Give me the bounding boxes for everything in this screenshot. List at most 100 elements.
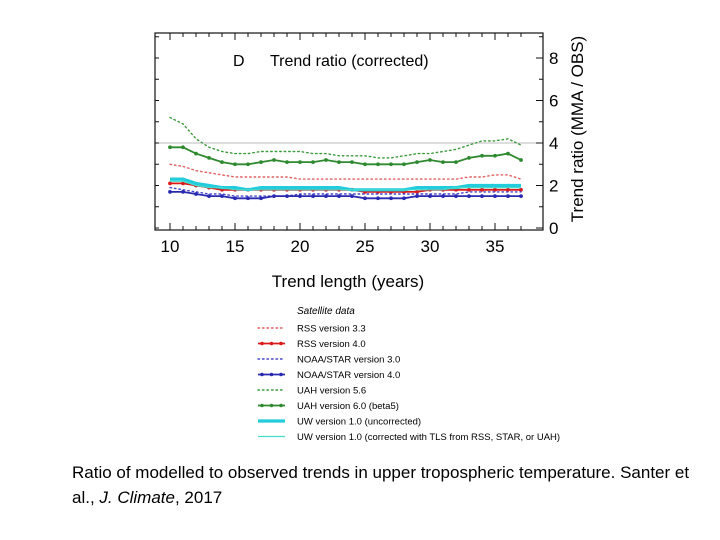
y-tick-label: 2 — [549, 177, 558, 196]
legend-entry-label: RSS version 4.0 — [297, 339, 366, 350]
series-marker — [519, 158, 523, 162]
series-marker — [467, 187, 471, 192]
legend-marker — [260, 341, 264, 346]
series-marker — [207, 194, 211, 199]
x-tick-label: 20 — [291, 237, 310, 256]
series-marker — [493, 153, 497, 158]
series-marker — [285, 194, 289, 199]
y-tick-label: 0 — [549, 219, 558, 238]
legend-marker — [279, 341, 283, 346]
series-marker — [181, 181, 185, 186]
series-marker — [272, 158, 276, 162]
series-marker — [246, 196, 250, 201]
series-marker — [272, 194, 276, 199]
series-marker — [220, 160, 224, 165]
series-marker — [298, 160, 302, 165]
series-marker — [519, 187, 523, 192]
legend-marker — [260, 372, 264, 377]
legend-entry-label: UAH version 6.0 (beta5) — [297, 401, 399, 412]
series-marker — [298, 194, 302, 199]
legend-marker — [260, 403, 264, 408]
series-marker — [324, 194, 328, 199]
series-line — [170, 146, 522, 166]
series-marker — [233, 196, 237, 201]
series-marker — [389, 162, 393, 167]
y-tick-label: 4 — [549, 134, 558, 153]
y-axis-label: Trend ratio (MMA / OBS) — [568, 36, 587, 222]
y-tick-label: 6 — [549, 92, 558, 111]
legend-marker — [269, 403, 274, 408]
figure-caption: Ratio of modelled to observed trends in … — [72, 460, 692, 510]
legend-entry-label: UAH version 5.6 — [297, 386, 366, 397]
series-marker — [168, 145, 172, 150]
series-marker — [428, 158, 432, 162]
series-lines — [168, 116, 523, 201]
series-marker — [415, 189, 419, 194]
series-marker — [454, 160, 458, 165]
series-marker — [519, 194, 523, 199]
series-line — [170, 177, 521, 192]
y-tick-label: 8 — [549, 49, 558, 68]
series-marker — [415, 160, 419, 165]
legend-marker — [269, 372, 274, 377]
plot-frame — [154, 32, 544, 231]
x-tick-label: 10 — [161, 237, 180, 256]
series-marker — [441, 160, 445, 165]
series-marker — [181, 189, 185, 194]
series-marker — [350, 160, 354, 165]
y-tick-labels: 0 2 4 6 8 — [549, 49, 558, 238]
series-marker — [350, 194, 354, 199]
x-tick-label: 35 — [486, 237, 505, 256]
series-marker — [467, 194, 471, 199]
series-line — [169, 163, 522, 180]
series-marker — [493, 187, 497, 192]
series-line — [169, 116, 522, 159]
series-marker — [246, 162, 250, 167]
legend-title: Satellite data — [297, 306, 355, 317]
series-marker — [480, 153, 484, 158]
series-marker — [428, 194, 432, 199]
series-marker — [506, 151, 510, 156]
series-marker — [363, 162, 367, 167]
series-marker — [506, 194, 510, 199]
series-marker — [168, 189, 172, 194]
legend-entry-label: RSS version 3.3 — [297, 324, 366, 335]
series-line — [170, 190, 521, 200]
series-marker — [376, 196, 380, 201]
series-marker — [194, 192, 198, 196]
x-tick-labels: 10 15 20 25 30 35 — [161, 237, 505, 256]
series-marker — [233, 162, 237, 167]
caption-year: , 2017 — [174, 488, 223, 507]
x-tick-label: 15 — [226, 237, 245, 256]
legend-entry-label: UW version 1.0 (uncorrected) — [297, 417, 421, 428]
series-marker — [441, 194, 445, 199]
series-marker — [259, 160, 263, 165]
series-marker — [220, 194, 224, 199]
series-marker — [480, 194, 484, 199]
chart-title: Trend ratio (corrected) — [270, 53, 429, 70]
series-marker — [337, 194, 341, 199]
series-marker — [181, 145, 185, 150]
legend: RSS version 3.3 RSS version 4.0 NOAA/STAR … — [257, 324, 560, 443]
legend-marker — [279, 403, 283, 408]
series-line — [169, 186, 522, 197]
axis-ticks — [155, 33, 543, 230]
caption-journal: J. Climate — [99, 488, 175, 507]
panel-label: D — [233, 53, 245, 70]
series-marker — [324, 158, 328, 162]
series-marker — [467, 155, 471, 160]
legend-entry-label: UW version 1.0 (corrected with TLS from … — [297, 432, 560, 443]
legend-entry-label: NOAA/STAR version 4.0 — [297, 370, 400, 381]
trend-ratio-chart: D Trend ratio (corrected) 10 15 20 25 30 35 0… — [154, 32, 587, 443]
legend-marker — [269, 341, 274, 346]
series-marker — [480, 187, 484, 192]
series-marker — [168, 181, 172, 186]
series-marker — [337, 160, 341, 165]
x-tick-label: 25 — [356, 237, 375, 256]
legend-entry-label: NOAA/STAR version 3.0 — [297, 355, 400, 366]
series-marker — [389, 196, 393, 201]
series-marker — [454, 194, 458, 199]
series-marker — [506, 187, 510, 192]
series-line — [170, 180, 521, 191]
series-marker — [493, 194, 497, 199]
